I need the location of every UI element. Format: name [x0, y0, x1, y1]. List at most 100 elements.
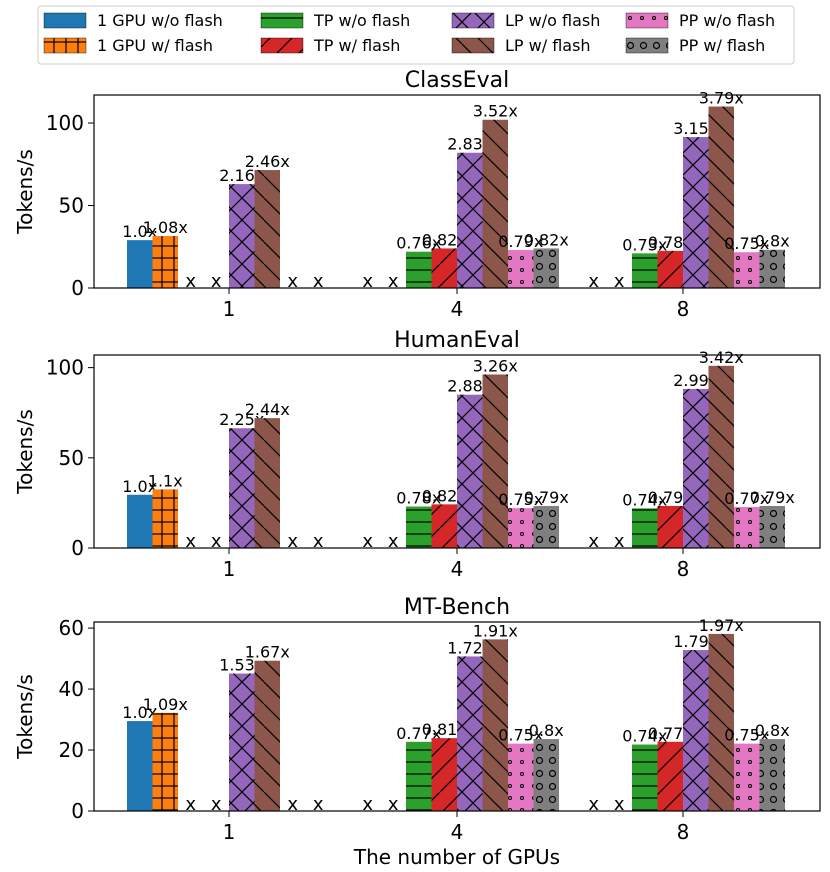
bar-gpu1-noflash — [127, 721, 153, 811]
bar-tp-flash — [657, 250, 683, 288]
bar-data-label: 1.91x — [473, 621, 518, 640]
y-tick-label: 40 — [59, 677, 84, 701]
bar-tp-flash — [431, 504, 457, 548]
bar-lp-flash — [708, 633, 734, 811]
missing-bar-marker: x — [362, 794, 373, 815]
bar-tp-flash — [431, 738, 457, 811]
missing-bar-marker: x — [388, 531, 399, 552]
legend-item-lp-noflash: LP w/o flash — [451, 11, 600, 30]
bar-data-label: 0.77x — [724, 489, 769, 508]
legend-item-tp-flash: TP w/ flash — [260, 36, 400, 55]
bar-lp-flash — [254, 418, 280, 548]
missing-bar-marker: x — [362, 271, 373, 292]
bar-tp-flash — [657, 741, 683, 811]
bar-lp-noflash — [683, 650, 709, 811]
bar-data-label: 3.52x — [473, 102, 518, 121]
missing-bar-marker: x — [211, 271, 222, 292]
bar-pp-noflash — [734, 252, 760, 288]
bar-data-label: 3.15x — [673, 119, 718, 138]
bar-lp-flash — [482, 374, 508, 548]
missing-bar-marker: x — [287, 794, 298, 815]
y-axis-label: Tokens/s — [13, 674, 37, 759]
legend-swatch — [625, 12, 669, 29]
x-tick-label: 4 — [451, 820, 464, 844]
bar-lp-noflash — [229, 673, 255, 811]
missing-bar-marker: x — [313, 531, 324, 552]
bar-data-label: 2.25x — [219, 410, 264, 429]
x-tick-label: 8 — [677, 297, 690, 321]
bar-data-label: 0.81x — [422, 720, 467, 739]
missing-bar-marker: x — [614, 794, 625, 815]
bar-data-label: 0.79x — [750, 488, 795, 507]
x-tick-label: 1 — [223, 820, 236, 844]
missing-bar-marker: x — [185, 531, 196, 552]
legend-label: LP w/ flash — [505, 36, 591, 55]
y-tick-label: 0 — [71, 799, 84, 823]
bar-data-label: 0.74x — [622, 727, 667, 746]
legend-item-gpu1-flash: 1 GPU w/ flash — [43, 36, 213, 55]
bar-pp-flash — [533, 248, 559, 288]
bar-lp-noflash — [457, 394, 483, 548]
bar-pp-flash — [533, 739, 559, 811]
bar-tp-flash — [431, 248, 457, 288]
bar-pp-noflash — [734, 507, 760, 548]
bar-data-label: 1.08x — [143, 218, 188, 237]
bar-tp-noflash — [632, 253, 658, 288]
legend-label: PP w/ flash — [679, 36, 765, 55]
bar-tp-noflash — [406, 741, 432, 811]
x-tick-label: 1 — [223, 557, 236, 581]
y-axis-label: Tokens/s — [13, 409, 37, 494]
bar-pp-flash — [759, 505, 785, 548]
y-tick-label: 50 — [59, 446, 84, 470]
bar-tp-noflash — [406, 506, 432, 548]
bar-data-label: 0.78x — [648, 233, 693, 252]
bar-data-label: 0.79x — [648, 488, 693, 507]
bar-data-label: 2.88x — [447, 377, 492, 396]
legend-label: PP w/o flash — [679, 11, 775, 30]
panel-title: ClassEval — [405, 68, 509, 93]
legend-item-tp-noflash: TP w/o flash — [260, 11, 410, 30]
y-tick-label: 20 — [59, 738, 84, 762]
y-tick-label: 0 — [71, 536, 84, 560]
bar-lp-noflash — [683, 388, 709, 548]
x-tick-label: 8 — [677, 820, 690, 844]
bar-data-label: 1.79x — [673, 632, 718, 651]
missing-bar-marker: x — [388, 794, 399, 815]
bar-pp-noflash — [508, 250, 534, 288]
bar-data-label: 0.8x — [755, 232, 790, 251]
bar-lp-flash — [254, 170, 280, 288]
bar-data-label: 3.42x — [699, 348, 744, 367]
y-tick-label: 60 — [59, 616, 84, 640]
bar-gpu1-flash — [152, 236, 178, 288]
legend-swatch — [260, 37, 304, 54]
x-tick-label: 4 — [451, 297, 464, 321]
legend-swatch — [625, 37, 669, 54]
missing-bar-marker: x — [287, 531, 298, 552]
legend-item-pp-noflash: PP w/o flash — [625, 11, 775, 30]
bar-pp-flash — [759, 249, 785, 288]
bar-pp-noflash — [508, 508, 534, 548]
missing-bar-marker: x — [588, 271, 599, 292]
bar-data-label: 0.74x — [622, 490, 667, 509]
x-axis-label: The number of GPUs — [353, 845, 560, 869]
bar-data-label: 1.97x — [699, 616, 744, 635]
missing-bar-marker: x — [211, 794, 222, 815]
legend-item-gpu1-noflash: 1 GPU w/o flash — [43, 11, 223, 30]
missing-bar-marker: x — [185, 271, 196, 292]
bar-pp-flash — [533, 505, 559, 548]
y-tick-label: 0 — [71, 276, 84, 300]
bar-tp-noflash — [406, 251, 432, 288]
bar-lp-noflash — [229, 184, 255, 288]
bar-lp-noflash — [457, 656, 483, 811]
legend-swatch — [43, 37, 87, 54]
bar-gpu1-noflash — [127, 494, 153, 548]
bar-data-label: 0.78x — [396, 489, 441, 508]
bar-data-label: 0.73x — [622, 235, 667, 254]
legend-item-pp-flash: PP w/ flash — [625, 36, 765, 55]
bar-data-label: 0.75x — [724, 726, 769, 745]
legend-label: LP w/o flash — [505, 11, 600, 30]
bar-data-label: 0.76x — [396, 234, 441, 253]
bar-tp-noflash — [632, 744, 658, 811]
